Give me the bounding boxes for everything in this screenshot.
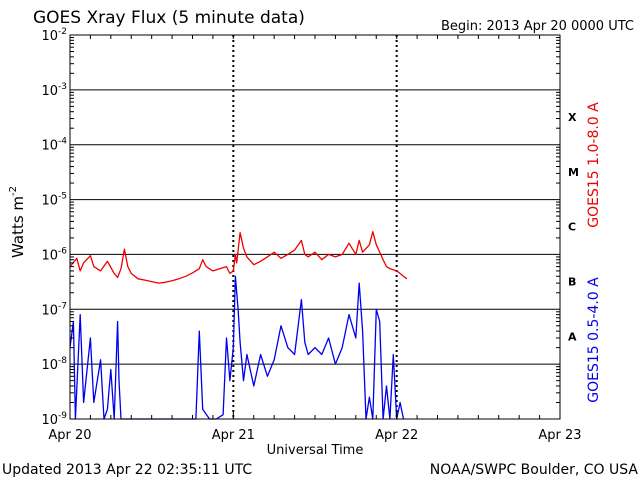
x-tick-label: Apr 22	[375, 428, 418, 443]
y-tick-base: 10	[41, 84, 58, 99]
flare-class-label: X	[568, 111, 577, 124]
y-axis-label-exponent: -2	[8, 186, 19, 196]
updated-timestamp: Updated 2013 Apr 22 02:35:11 UTC	[2, 462, 252, 478]
series-line-long-channel	[69, 231, 408, 284]
x-tick-label: Apr 20	[48, 428, 91, 443]
credit-line: NOAA/SWPC Boulder, CO USA	[430, 462, 639, 478]
plot-frame	[69, 34, 561, 420]
flare-class-label: M	[568, 166, 579, 179]
begin-label: Begin: 2013 Apr 20 0000 UTC	[441, 19, 634, 34]
y-tick-label: 10-6	[41, 246, 67, 263]
y-tick-base: 10	[41, 139, 58, 154]
legend-long-channel: GOES15 1.0-8.0 A	[586, 102, 602, 228]
y-tick-label: 10-2	[41, 27, 67, 44]
y-tick-label: 10-8	[41, 356, 67, 373]
x-tick-label: Apr 23	[538, 428, 581, 443]
y-tick-base: 10	[41, 29, 58, 44]
y-tick-exponent: -4	[58, 137, 67, 147]
flare-class-label: C	[568, 221, 576, 234]
x-tick-label: Apr 21	[212, 428, 255, 443]
series-line-short-channel	[69, 275, 405, 420]
y-tick-label: 10-7	[41, 301, 67, 318]
y-tick-exponent: -8	[58, 356, 67, 366]
y-tick-exponent: -7	[58, 301, 67, 311]
y-tick-base: 10	[41, 194, 58, 209]
x-axis-label: Universal Time	[267, 443, 364, 458]
y-tick-base: 10	[41, 413, 58, 428]
y-tick-label: 10-4	[41, 137, 67, 154]
chart-title: GOES Xray Flux (5 minute data)	[33, 8, 305, 28]
y-tick-exponent: -6	[58, 246, 67, 256]
y-tick-base: 10	[41, 248, 58, 263]
y-tick-label: 10-5	[41, 192, 67, 209]
y-tick-base: 10	[41, 358, 58, 373]
y-tick-label: 10-9	[41, 411, 67, 428]
y-tick-exponent: -3	[58, 82, 67, 92]
y-axis-label-text: Watts m	[9, 196, 27, 258]
y-tick-base: 10	[41, 303, 58, 318]
y-tick-exponent: -9	[58, 411, 67, 421]
flare-class-label: A	[568, 330, 577, 343]
y-tick-exponent: -2	[58, 27, 67, 37]
y-tick-label: 10-3	[41, 82, 67, 99]
y-axis-label: Watts m-2	[8, 186, 27, 258]
legend-short-channel: GOES15 0.5-4.0 A	[586, 277, 602, 403]
y-tick-exponent: -5	[58, 192, 67, 202]
flare-class-label: B	[568, 276, 576, 289]
